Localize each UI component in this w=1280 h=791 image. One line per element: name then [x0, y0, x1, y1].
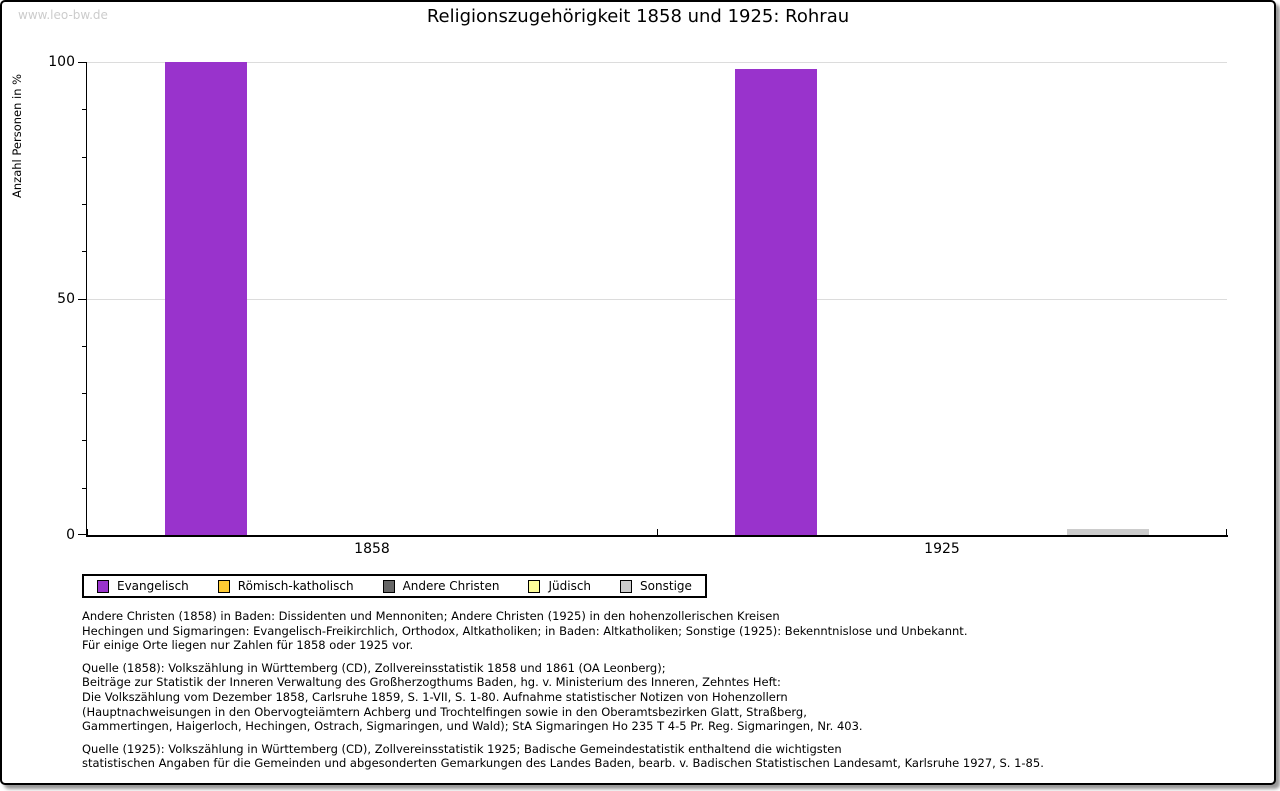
gridline-50 — [87, 298, 1227, 300]
x-boundary-tick — [657, 529, 658, 535]
x-boundary-tick — [1226, 529, 1227, 535]
legend-swatch-andere-christen — [382, 579, 395, 593]
bar-evangelisch-1858 — [165, 62, 247, 535]
legend-label: Evangelisch — [117, 579, 189, 593]
legend-item-evangelisch: Evangelisch — [97, 579, 189, 593]
footnote-line: Gammertingen, Haigerloch, Hechingen, Ost… — [82, 719, 863, 734]
y-axis-line — [86, 62, 87, 537]
y-tick-30 — [82, 393, 86, 395]
footnote-line: statistischen Angaben für die Gemeinden … — [82, 756, 1044, 771]
gridline-100 — [87, 62, 1227, 63]
plot-area: 0 50 100 1858 1925 — [48, 54, 1228, 557]
chart-title: Religionszugehörigkeit 1858 und 1925: Ro… — [426, 6, 850, 27]
legend-item-j-disch: Jüdisch — [528, 579, 591, 593]
x-axis-line — [86, 535, 1228, 537]
y-tick-label-100: 100 — [48, 54, 75, 70]
legend-swatch-j-disch — [528, 579, 541, 593]
x-category-label-1925: 1925 — [924, 541, 960, 557]
footnote-paragraph-2: Quelle (1858): Volkszählung in Württembe… — [82, 661, 1244, 734]
legend-label: Jüdisch — [548, 579, 592, 593]
footnotes: Andere Christen (1858) in Baden: Disside… — [82, 609, 1244, 779]
legend-item-andere-christen: Andere Christen — [382, 579, 500, 593]
bar-sonstige-1925 — [1067, 528, 1149, 535]
x-boundary-tick — [87, 529, 88, 535]
y-tick-40 — [82, 345, 86, 347]
legend-swatch-r-misch-katholisch — [217, 579, 230, 593]
x-category-label-1858: 1858 — [354, 541, 390, 557]
footnote-paragraph-3: Quelle (1925): Volkszählung in Württembe… — [82, 742, 1244, 771]
y-tick-80 — [82, 156, 86, 158]
footnote-line: Hechingen und Sigmaringen: Evangelisch-F… — [82, 623, 968, 638]
bar-evangelisch-1925 — [735, 69, 817, 535]
footnote-line: Die Volkszählung vom Dezember 1858, Carl… — [82, 689, 788, 704]
footnote-line: Andere Christen (1858) in Baden: Disside… — [82, 609, 780, 623]
legend-swatch-evangelisch — [97, 579, 109, 593]
footnote-line: (Hauptnachweisungen in den Obervogteiämt… — [82, 704, 807, 719]
y-axis-label: Anzahl Personen in % — [10, 73, 24, 198]
y-tick-label-50: 50 — [57, 290, 75, 307]
footnote-line: Quelle (1858): Volkszählung in Württembe… — [82, 660, 666, 675]
y-tick-label-0: 0 — [66, 527, 75, 543]
legend-item-r-misch-katholisch: Römisch-katholisch — [217, 579, 354, 593]
y-tick-60 — [82, 251, 86, 253]
legend-label: Sonstige — [640, 579, 692, 593]
y-tick-20 — [82, 440, 86, 442]
legend: Evangelisch Römisch-katholisch Andere Chri… — [82, 574, 707, 598]
footnote-paragraph-1: Andere Christen (1858) in Baden: Disside… — [82, 609, 1244, 653]
y-tick-100 — [78, 62, 86, 63]
watermark-url: www.leo-bw.de — [18, 8, 108, 22]
y-tick-0 — [78, 534, 86, 535]
y-tick-10 — [82, 487, 86, 489]
y-tick-50 — [78, 298, 86, 300]
legend-item-sonstige: Sonstige — [620, 579, 692, 593]
footnote-line: Für einige Orte liegen nur Zahlen für 18… — [82, 638, 414, 653]
footnote-line: Beiträge zur Statistik der Inneren Verwa… — [82, 675, 781, 690]
legend-label: Römisch-katholisch — [237, 579, 354, 593]
legend-swatch-sonstige — [620, 579, 633, 593]
legend-label: Andere Christen — [402, 579, 500, 593]
y-tick-70 — [82, 203, 86, 205]
footnote-line: Quelle (1925): Volkszählung in Württembe… — [82, 741, 842, 756]
y-tick-90 — [82, 109, 86, 111]
